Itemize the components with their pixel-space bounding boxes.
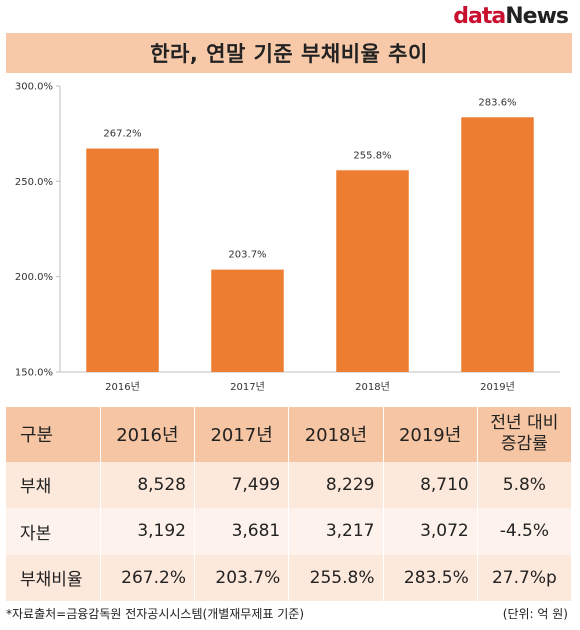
table-cell: 8,710 (383, 461, 478, 509)
bar (211, 269, 284, 372)
table-cell: 7,499 (194, 461, 290, 509)
table-cell: 8,528 (100, 461, 196, 509)
table-cell: 255.8% (288, 554, 384, 601)
bar-chart: 150.0% 200.0% 250.0% 300.0% 267.2% 2016년 203.7… (0, 76, 580, 406)
table-cell: 5.8% (477, 461, 573, 509)
brand-logo: data News (453, 4, 569, 30)
table-row: 부채 8,528 7,499 8,229 8,710 5.8% (6, 461, 573, 509)
x-tick-label: 2016년 (105, 381, 140, 393)
x-tick-label: 2019년 (480, 381, 515, 393)
unit-note: (단위: 억 원) (502, 607, 568, 621)
table-cell: 3,681 (194, 508, 290, 555)
table-cell: 3,192 (100, 508, 196, 555)
table-cell: 3,072 (383, 508, 478, 555)
table-row-header: 부채비율 (6, 554, 101, 601)
table-cell: 267.2% (100, 554, 196, 601)
table-cell: 203.7% (194, 554, 290, 601)
y-tick-label: 200.0% (15, 272, 53, 283)
data-label: 283.6% (478, 97, 516, 108)
bar (461, 117, 534, 372)
table-header-cell: 2016년 (100, 407, 196, 462)
table-row: 자본 3,192 3,681 3,217 3,072 -4.5% (6, 508, 573, 555)
data-label: 267.2% (103, 129, 141, 140)
chart-title: 한라, 연말 기준 부채비율 추이 (6, 33, 572, 73)
x-tick-label: 2018년 (355, 381, 390, 393)
y-tick-label: 300.0% (15, 82, 53, 93)
table-header-cell: 전년 대비 증감률 (477, 407, 573, 462)
table-cell: 27.7%p (477, 554, 573, 601)
table-cell: -4.5% (477, 508, 573, 555)
table-cell: 283.5% (383, 554, 478, 601)
data-table: 구분 2016년 2017년 2018년 2019년 전년 대비 증감률 부채 … (6, 407, 573, 601)
table-cell: 3,217 (288, 508, 384, 555)
data-label: 203.7% (228, 250, 266, 261)
table-row: 부채비율 267.2% 203.7% 255.8% 283.5% 27.7%p (6, 554, 573, 601)
data-label: 255.8% (353, 150, 391, 161)
table-header-cell: 2019년 (383, 407, 478, 462)
x-tick-label: 2017년 (230, 381, 265, 393)
brand-logo-data: data (453, 4, 506, 29)
brand-logo-news: News (505, 4, 569, 29)
bar (86, 148, 159, 372)
table-row-header: 자본 (6, 508, 101, 555)
table-header-cell: 구분 (6, 407, 101, 462)
table-header-row: 구분 2016년 2017년 2018년 2019년 전년 대비 증감률 (6, 407, 573, 462)
bar-chart-svg: 150.0% 200.0% 250.0% 300.0% 267.2% 2016년 203.7… (15, 82, 560, 393)
table-header-cell: 2017년 (194, 407, 290, 462)
y-tick-label: 150.0% (15, 368, 53, 379)
table-row-header: 부채 (6, 461, 101, 509)
table-cell: 8,229 (288, 461, 384, 509)
y-tick-label: 250.0% (15, 177, 53, 188)
bar (336, 170, 409, 372)
source-note: *자료출처=금융감독원 전자공시시스템(개별재무제표 기준) (6, 607, 305, 621)
table-header-cell: 2018년 (288, 407, 384, 462)
